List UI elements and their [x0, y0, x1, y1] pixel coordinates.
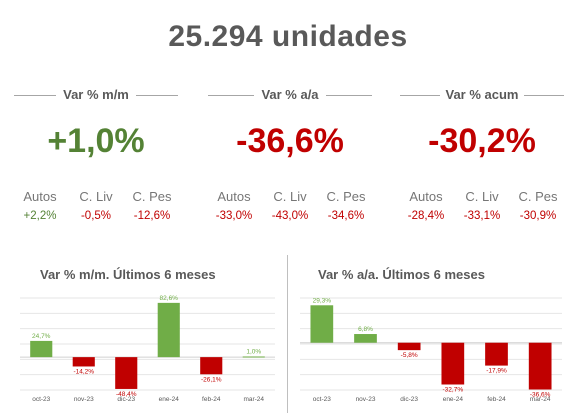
- divider: [136, 95, 178, 96]
- sub-value: -33,1%: [463, 210, 501, 222]
- bar-nov-23: [72, 357, 95, 367]
- sub-name: C. Pes: [132, 189, 172, 204]
- chart-mm: 24,7% oct-23 -14,2% nov-23 -48,4%dic-23 82,6%…: [20, 295, 275, 403]
- bar-ene-24: [157, 302, 180, 358]
- tick-label: dic-23: [117, 396, 135, 403]
- data-label: -5,8%: [401, 352, 418, 359]
- sub-name: Autos: [217, 189, 251, 204]
- kpi-value: -30,2%: [428, 122, 536, 160]
- data-label: 1,0%: [246, 348, 261, 355]
- bar-feb-24: [485, 342, 508, 366]
- sub-value: -34,6%: [327, 210, 365, 222]
- chart-title-aa: Var % a/a. Últimos 6 meses: [318, 267, 485, 282]
- tick-label: oct-23: [32, 396, 50, 403]
- data-label: -17,9%: [486, 368, 507, 375]
- bar-nov-23: [354, 334, 377, 343]
- sub-value: -33,0%: [215, 210, 253, 222]
- kpi-value: +1,0%: [47, 122, 145, 160]
- data-label: 24,7%: [32, 333, 51, 340]
- data-label: -36,6%: [530, 391, 551, 398]
- tick-label: feb-24: [202, 396, 221, 403]
- bar-dic-23: [397, 342, 421, 351]
- data-label: 82,6%: [160, 295, 179, 302]
- bar-feb-24: [200, 357, 223, 375]
- bar-mar-24: [528, 342, 552, 390]
- divider: [326, 95, 372, 96]
- bar-oct-23: [30, 340, 53, 358]
- sub-name: C. Liv: [273, 189, 307, 204]
- bar-dic-23: [115, 357, 138, 389]
- sub-name: C. Liv: [465, 189, 499, 204]
- tick-label: mar-24: [243, 396, 264, 403]
- data-label: 29,3%: [313, 297, 332, 304]
- sub-name: C. Pes: [518, 189, 558, 204]
- data-label: 6,8%: [358, 326, 373, 333]
- tick-label: feb-24: [487, 396, 506, 403]
- chart-aa: 29,3% oct-23 6,8% nov-23 -5,8% dic-23 -32,7% en…: [300, 297, 562, 403]
- sub-value: -0,5%: [80, 210, 112, 222]
- kpi-var-mm: Var % m/m +1,0% Autos +2,2% C. Liv -0,5% C…: [12, 85, 180, 222]
- data-label: -14,2%: [73, 368, 94, 375]
- kpi-var-aa: Var % a/a -36,6% Autos -33,0% C. Liv -43,0…: [206, 85, 374, 222]
- tick-label: nov-23: [74, 396, 94, 403]
- sub-name: Autos: [409, 189, 443, 204]
- data-label: -32,7%: [443, 387, 464, 394]
- tick-label: ene-24: [159, 396, 180, 403]
- divider: [14, 95, 56, 96]
- page-title: 25.294 unidades: [168, 20, 408, 53]
- tick-label: dic-23: [400, 396, 418, 403]
- sub-name: Autos: [23, 189, 57, 204]
- divider: [208, 95, 254, 96]
- divider: [524, 95, 564, 96]
- kpi-label: Var % m/m: [63, 87, 129, 102]
- bar-oct-23: [310, 305, 334, 343]
- tick-label: oct-23: [313, 396, 331, 403]
- kpi-label: Var % acum: [445, 87, 519, 102]
- sub-name: C. Liv: [79, 189, 113, 204]
- chart-divider: [287, 255, 288, 413]
- kpi-label: Var % a/a: [261, 87, 319, 102]
- kpi-var-acum: Var % acum -30,2% Autos -28,4% C. Liv -33,…: [398, 85, 566, 222]
- sub-name: C. Pes: [326, 189, 366, 204]
- bar-ene-24: [441, 342, 465, 385]
- sub-value: -30,9%: [519, 210, 557, 222]
- kpi-value: -36,6%: [236, 122, 344, 160]
- data-label: -26,1%: [201, 376, 222, 383]
- tick-label: nov-23: [356, 396, 376, 403]
- data-label: -48,4%: [116, 391, 137, 398]
- bar-mar-24: [242, 356, 265, 358]
- sub-value: +2,2%: [23, 210, 57, 222]
- sub-value: -12,6%: [133, 210, 171, 222]
- sub-value: -28,4%: [407, 210, 445, 222]
- sub-value: -43,0%: [271, 210, 309, 222]
- tick-label: ene-24: [443, 396, 464, 403]
- chart-title-mm: Var % m/m. Últimos 6 meses: [40, 267, 216, 282]
- divider: [400, 95, 440, 96]
- tick-label: mar-24: [530, 396, 551, 403]
